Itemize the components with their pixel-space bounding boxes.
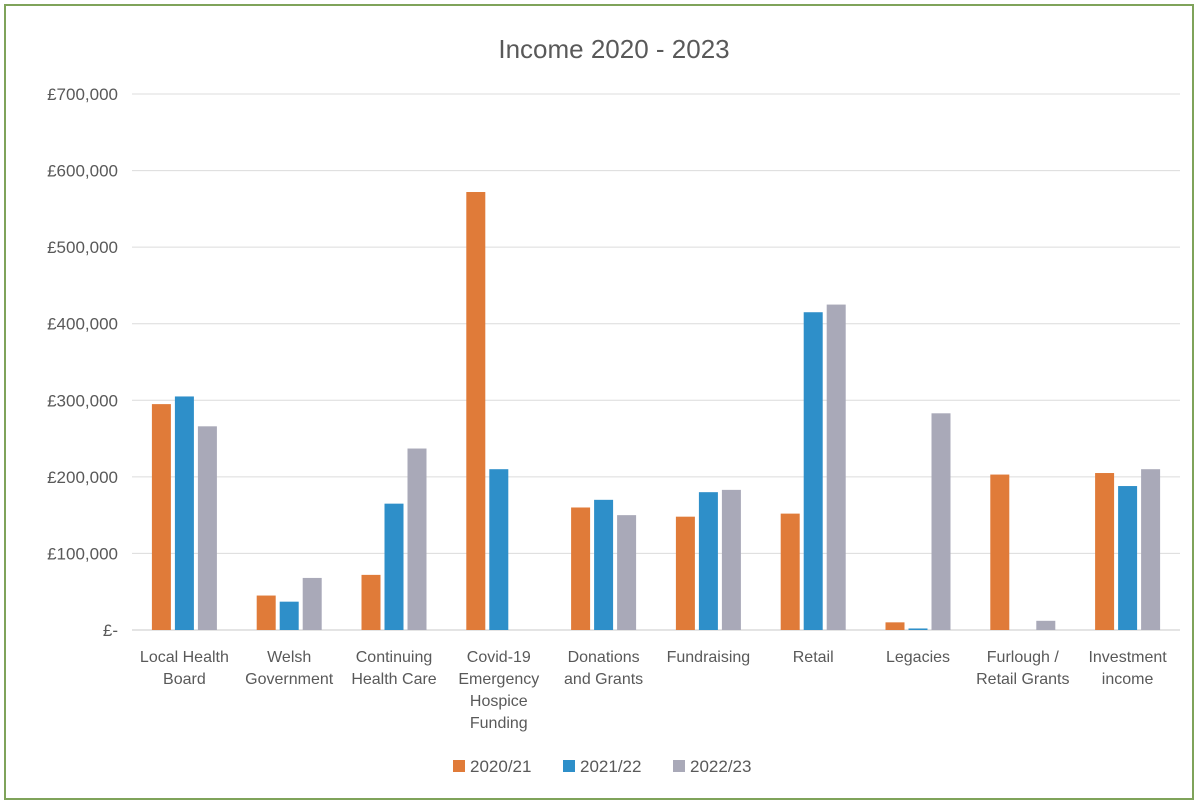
y-tick-label: £700,000 [47,85,118,104]
legend: 2020/21 2021/22 2022/23 [453,757,751,776]
y-tick-label: £500,000 [47,238,118,257]
bar-2020-21-9 [1095,473,1115,630]
legend-swatch [673,760,685,772]
y-tick-label: £300,000 [47,391,118,410]
bar-2020-21-0 [151,404,171,630]
bar-2020-21-8 [990,474,1010,630]
y-tick-label: £100,000 [47,544,118,563]
legend-label: 2022/23 [690,757,751,776]
bar-2022-23-8 [1036,620,1056,630]
x-tick-label: Furlough / Retail Grants [976,649,1069,688]
bar-2020-21-1 [256,595,276,630]
legend-label: 2021/22 [580,757,641,776]
x-tick-label: Investment income [1088,649,1167,688]
bar-2021-22-6 [803,312,823,630]
x-tick-label: Local Health Board [140,649,229,688]
legend-swatch [563,760,575,772]
bar-2021-22-3 [489,469,509,630]
y-tick-label: £- [103,621,118,640]
x-tick-label: Continuing Health Care [351,649,436,688]
bar-2021-22-1 [279,601,299,630]
bar-2022-23-0 [197,426,217,630]
bar-2022-23-9 [1141,469,1161,630]
gridlines [132,93,1180,631]
y-tick-label: £400,000 [47,315,118,334]
y-axis: £- £100,000 £200,000 £300,000 £400,000 £500,0… [47,85,118,640]
bar-2020-21-4 [571,507,591,630]
x-axis: Local Health Board Welsh Government Continui… [140,649,1167,732]
bar-2021-22-0 [174,396,194,630]
bar-2022-23-2 [407,448,427,630]
x-tick-label: Covid-19 Emergency Hospice Funding [458,649,539,732]
bar-2021-22-9 [1118,486,1138,630]
bar-2022-23-6 [826,304,846,630]
legend-label: 2020/21 [470,757,531,776]
bar-2021-22-2 [384,503,404,630]
y-tick-label: £200,000 [47,468,118,487]
x-tick-label: Donations and Grants [564,649,643,688]
y-tick-label: £600,000 [47,162,118,181]
x-tick-label: Retail [793,649,834,666]
chart-frame: Income 2020 - 2023 £- £100,000 £200,000 £30… [4,4,1194,800]
bar-2022-23-7 [931,413,951,630]
bar-2020-21-2 [361,574,381,630]
bar-2020-21-5 [675,516,695,630]
bar-2022-23-5 [721,489,741,630]
bar-2021-22-4 [594,499,614,630]
legend-swatch [453,760,465,772]
x-tick-label: Welsh Government [245,649,334,688]
bar-2020-21-6 [780,513,800,630]
income-chart: Income 2020 - 2023 £- £100,000 £200,000 £30… [47,34,1180,776]
chart-title: Income 2020 - 2023 [498,34,729,64]
bars [151,192,1161,631]
x-tick-label: Fundraising [667,649,751,666]
bar-2022-23-4 [617,515,637,630]
bar-2020-21-3 [466,192,486,631]
bar-2021-22-7 [908,628,928,630]
bar-2021-22-5 [698,492,718,630]
x-tick-label: Legacies [886,649,950,666]
bar-2020-21-7 [885,622,905,630]
bar-2022-23-1 [302,577,322,630]
